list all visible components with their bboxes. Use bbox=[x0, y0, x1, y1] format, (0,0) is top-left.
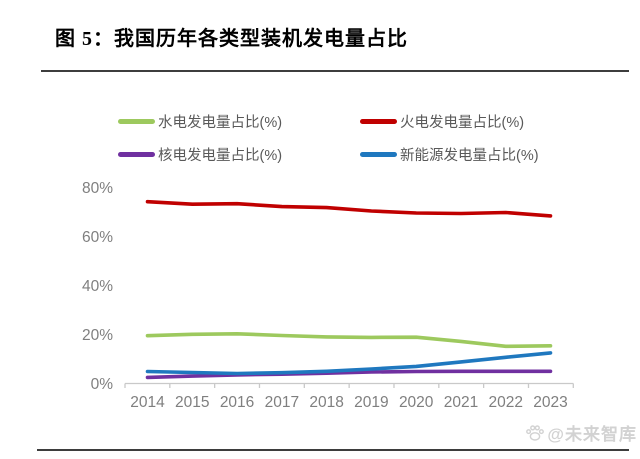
svg-text:0%: 0% bbox=[91, 376, 114, 393]
svg-text:2014: 2014 bbox=[130, 394, 165, 411]
nuclear-line-marker bbox=[118, 151, 155, 157]
svg-text:2017: 2017 bbox=[265, 394, 299, 411]
svg-text:40%: 40% bbox=[82, 278, 113, 295]
svg-text:60%: 60% bbox=[82, 229, 113, 246]
paw-icon bbox=[525, 423, 545, 443]
svg-text:2016: 2016 bbox=[220, 394, 254, 411]
svg-text:20%: 20% bbox=[82, 327, 113, 344]
legend-item-hydro: 水电发电量占比(%) bbox=[118, 110, 360, 132]
svg-text:2020: 2020 bbox=[399, 394, 434, 411]
watermark: @未来智库 bbox=[525, 420, 637, 445]
svg-text:80%: 80% bbox=[82, 180, 113, 197]
svg-text:2022: 2022 bbox=[488, 394, 522, 411]
title-divider bbox=[41, 70, 629, 72]
bottom-divider bbox=[37, 449, 629, 451]
svg-text:2019: 2019 bbox=[354, 394, 388, 411]
legend-item-thermal: 火电发电量占比(%) bbox=[360, 110, 539, 132]
legend-item-newenergy: 新能源发电量占比(%) bbox=[360, 143, 539, 165]
newenergy-line-marker bbox=[360, 151, 397, 157]
svg-text:2023: 2023 bbox=[533, 394, 567, 411]
legend-item-nuclear: 核电发电量占比(%) bbox=[118, 143, 360, 165]
svg-text:2021: 2021 bbox=[444, 394, 478, 411]
legend-label-thermal: 火电发电量占比(%) bbox=[400, 114, 525, 131]
watermark-text: @未来智库 bbox=[547, 425, 637, 444]
legend-label-newenergy: 新能源发电量占比(%) bbox=[400, 147, 539, 164]
svg-text:2018: 2018 bbox=[309, 394, 343, 411]
thermal-line-marker bbox=[360, 118, 397, 124]
svg-text:2015: 2015 bbox=[175, 394, 209, 411]
chart-legend: 水电发电量占比(%) 火电发电量占比(%) 核电发电量占比(%) 新能源发电量占… bbox=[118, 110, 539, 165]
legend-label-nuclear: 核电发电量占比(%) bbox=[158, 147, 283, 164]
legend-label-hydro: 水电发电量占比(%) bbox=[158, 114, 283, 131]
hydro-line-marker bbox=[118, 118, 155, 124]
figure-title: 图 5：我国历年各类型装机发电量占比 bbox=[55, 28, 408, 50]
